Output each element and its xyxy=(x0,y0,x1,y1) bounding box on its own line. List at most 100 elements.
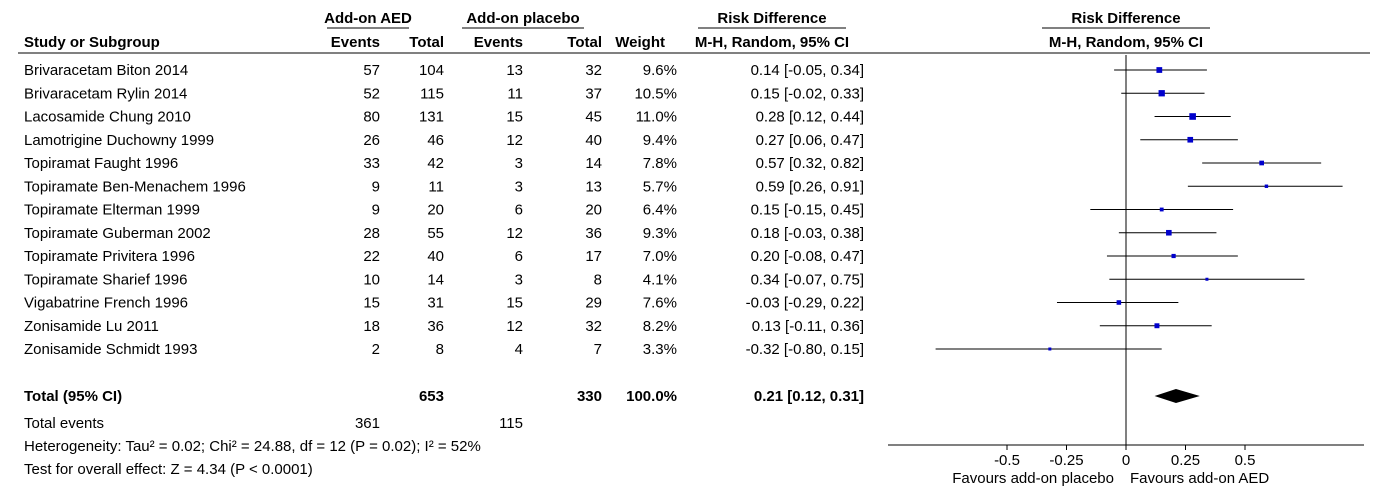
study-name: Topiramate Privitera 1996 xyxy=(24,248,195,265)
study-events2: 15 xyxy=(506,295,523,312)
study-ci: 0.18 [-0.03, 0.38] xyxy=(751,225,864,242)
study-total2: 40 xyxy=(585,132,602,149)
study-events2: 11 xyxy=(507,85,523,102)
plot-method-header: M-H, Random, 95% CI xyxy=(1049,34,1203,51)
table-header: Add-on AED Add-on placebo Risk Differenc… xyxy=(18,10,1370,54)
study-row: Brivaracetam Biton 2014 57 104 13 32 9.6% 0.14… xyxy=(24,62,864,79)
study-ci: -0.03 [-0.29, 0.22] xyxy=(746,295,864,312)
x-tick-label: 0.25 xyxy=(1171,452,1200,469)
study-ci: 0.59 [0.26, 0.91] xyxy=(756,178,864,195)
study-row: Lacosamide Chung 2010 80 131 15 45 11.0% 0.28 … xyxy=(24,109,864,126)
study-weight: 7.8% xyxy=(643,155,677,172)
study-events1: 57 xyxy=(363,62,380,79)
study-point-estimate xyxy=(1259,160,1264,166)
study-events1: 10 xyxy=(363,271,380,288)
study-events2: 6 xyxy=(515,202,523,219)
study-events1: 9 xyxy=(372,202,380,219)
total-weight: 100.0% xyxy=(626,388,677,405)
group1-header: Add-on AED xyxy=(324,10,412,27)
study-row: Lamotrigine Duchowny 1999 26 46 12 40 9.4% 0.2… xyxy=(24,132,864,149)
study-total1: 14 xyxy=(427,271,444,288)
study-events2: 15 xyxy=(506,109,523,126)
study-total1: 42 xyxy=(427,155,444,172)
study-ci: 0.15 [-0.15, 0.45] xyxy=(751,202,864,219)
study-name: Brivaracetam Rylin 2014 xyxy=(24,85,187,102)
study-point-estimate xyxy=(1158,90,1165,97)
study-row: Topiramate Privitera 1996 22 40 6 17 7.0% 0.20… xyxy=(24,248,864,265)
study-total1: 20 xyxy=(427,202,444,219)
study-row: Topiramate Guberman 2002 28 55 12 36 9.3% 0.18… xyxy=(24,225,864,242)
x-tick-label: 0 xyxy=(1122,452,1130,469)
study-events1: 28 xyxy=(363,225,380,242)
study-weight: 5.7% xyxy=(643,178,677,195)
total-events-label: Total events xyxy=(24,415,104,432)
study-total1: 115 xyxy=(420,85,444,102)
study-total1: 31 xyxy=(427,295,444,312)
study-row: Topiramat Faught 1996 33 42 3 14 7.8% 0.57 [0.… xyxy=(24,155,864,172)
study-events2: 13 xyxy=(506,62,523,79)
study-events2: 4 xyxy=(515,341,523,358)
study-events2: 3 xyxy=(515,271,523,288)
study-total1: 40 xyxy=(427,248,444,265)
study-name: Brivaracetam Biton 2014 xyxy=(24,62,188,79)
study-point-estimate xyxy=(1154,323,1160,329)
total-events-e2: 115 xyxy=(499,415,523,432)
study-row: Topiramate Sharief 1996 10 14 3 8 4.1% 0.34 [-… xyxy=(24,271,864,288)
study-total2: 32 xyxy=(585,318,602,335)
total-label: Total (95% CI) xyxy=(24,388,122,405)
study-total2: 37 xyxy=(585,85,602,102)
study-events2: 3 xyxy=(515,178,523,195)
study-name: Zonisamide Lu 2011 xyxy=(24,318,159,335)
plot-marks xyxy=(935,55,1343,445)
favours-left-label: Favours add-on placebo xyxy=(952,470,1114,487)
study-total1: 104 xyxy=(419,62,444,79)
study-ci: 0.27 [0.06, 0.47] xyxy=(756,132,864,149)
study-weight: 11.0% xyxy=(636,109,677,126)
group2-header: Add-on placebo xyxy=(466,10,579,27)
study-ci: 0.28 [0.12, 0.44] xyxy=(756,109,864,126)
study-name: Topiramate Elterman 1999 xyxy=(24,202,200,219)
method-column-header: M-H, Random, 95% CI xyxy=(695,34,849,51)
study-total2: 7 xyxy=(594,341,602,358)
total-row: Total (95% CI) 653 330 100.0% 0.21 [0.12… xyxy=(24,388,864,405)
study-events1: 9 xyxy=(372,178,380,195)
study-point-estimate xyxy=(1187,136,1194,143)
study-events1: 33 xyxy=(363,155,380,172)
study-name: Topiramat Faught 1996 xyxy=(24,155,178,172)
study-total2: 45 xyxy=(585,109,602,126)
study-events1: 22 xyxy=(363,248,380,265)
study-total2: 13 xyxy=(585,178,602,195)
heterogeneity-text: Heterogeneity: Tau² = 0.02; Chi² = 24.88… xyxy=(24,438,481,455)
study-name: Zonisamide Schmidt 1993 xyxy=(24,341,197,358)
study-total2: 29 xyxy=(585,295,602,312)
study-events2: 12 xyxy=(506,132,523,149)
study-total2: 32 xyxy=(585,62,602,79)
study-point-estimate xyxy=(1156,67,1163,73)
study-ci: 0.34 [-0.07, 0.75] xyxy=(751,271,864,288)
total-n1: 653 xyxy=(419,388,444,405)
study-name: Topiramate Ben-Menachem 1996 xyxy=(24,178,246,195)
study-rows: Brivaracetam Biton 2014 57 104 13 32 9.6% 0.14… xyxy=(24,62,864,358)
study-total1: 8 xyxy=(436,341,444,358)
study-point-estimate xyxy=(1171,253,1176,259)
study-name: Lacosamide Chung 2010 xyxy=(24,109,191,126)
study-weight: 4.1% xyxy=(643,271,677,288)
overall-effect-text: Test for overall effect: Z = 4.34 (P < 0… xyxy=(24,461,313,478)
total2-column-header: Total xyxy=(567,34,602,51)
study-total1: 55 xyxy=(427,225,444,242)
x-tick-label: -0.25 xyxy=(1049,452,1083,469)
total1-column-header: Total xyxy=(409,34,444,51)
x-tick-label: -0.5 xyxy=(994,452,1020,469)
effect-column-header: Risk Difference xyxy=(717,10,826,27)
study-total1: 36 xyxy=(427,318,444,335)
study-weight: 7.0% xyxy=(643,248,677,265)
study-events2: 12 xyxy=(506,225,523,242)
study-total2: 36 xyxy=(585,225,602,242)
total-events-e1: 361 xyxy=(355,415,380,432)
study-ci: 0.13 [-0.11, 0.36] xyxy=(752,318,864,335)
study-total1: 46 xyxy=(427,132,444,149)
favours-right-label: Favours add-on AED xyxy=(1130,470,1269,487)
weight-column-header: Weight xyxy=(615,34,665,51)
study-events2: 6 xyxy=(515,248,523,265)
study-point-estimate xyxy=(1189,113,1196,120)
